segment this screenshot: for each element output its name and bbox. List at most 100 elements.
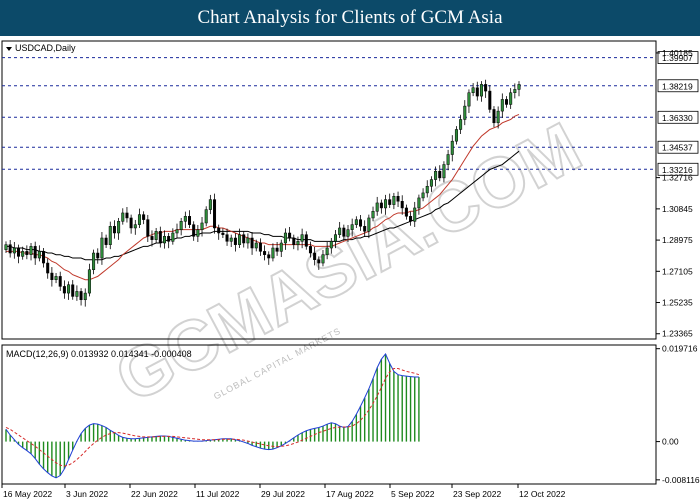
candle-body [325,247,329,255]
candle-body [421,192,425,199]
candle-body [104,237,108,245]
candle-body [454,129,458,142]
candle-body [92,252,96,270]
candle-body [125,212,129,219]
time-tick-label: 3 Jun 2022 [66,489,108,499]
candle-body [392,196,396,205]
candle-body [429,179,433,187]
macd-tick-label: -0.008116 [662,475,700,485]
candle-body [67,284,71,294]
candle-body [338,227,342,235]
candle-body [242,234,246,244]
candle-body [492,109,496,124]
candle-body [229,237,233,242]
candle-body [342,227,346,237]
time-tick-label: 5 Sep 2022 [391,489,435,499]
price-tick-label: 1.30845 [662,204,693,214]
candle-body [384,199,388,209]
candle-body [363,226,367,232]
candle-body [304,234,308,247]
level-label-box [657,110,699,124]
time-tick-label: 17 Aug 2022 [326,489,374,499]
candle-body [54,276,58,280]
candle-body [496,110,500,124]
candle-body [275,247,279,252]
candle-body [146,219,150,237]
candles [4,79,521,307]
price-tick-label: 1.27105 [662,266,693,276]
price-tick-label: 1.23365 [662,329,693,339]
candle-body [258,242,262,252]
candle-body [183,216,187,222]
candle-body [317,259,321,264]
candle-body [471,87,475,94]
candle-body [137,214,141,225]
candle-body [434,170,438,180]
candle-body [479,84,483,97]
candle-body [79,291,83,301]
macd-tick-label: 0.019716 [662,344,698,354]
candle-body [217,227,221,234]
candle-body [71,284,75,297]
candle-body [4,244,8,250]
candle-body [346,229,350,237]
candle-body [379,202,383,209]
price-tick-label: 1.40185 [662,48,693,58]
candle-body [504,99,508,105]
candle-body [37,251,41,259]
candle-body [154,231,158,240]
level-label: 1.38219 [662,81,693,91]
candle-body [188,216,192,225]
level-label: 1.36330 [662,113,693,123]
candle-body [87,269,91,294]
watermark-text: GCMASIA.COM [103,108,593,418]
moving-averages [6,113,520,281]
level-lines: 1.39907 1.38219 1.36330 1.34537 1.33216 [2,51,699,176]
candle-body [75,291,79,297]
macd-axis: 0.019716 0.00 -0.008116 [656,344,700,485]
candle-body [33,246,37,259]
candle-body [446,154,450,165]
candle-body [50,272,54,280]
candle-body [221,232,225,235]
level-label-box [657,79,699,93]
candle-body [517,84,521,90]
candle-body [413,207,417,222]
candle-body [500,99,504,112]
candle-body [296,241,300,245]
candle-body [112,226,116,234]
candle-body [129,217,133,229]
candle-body [279,242,283,252]
level-label: 1.34537 [662,143,693,153]
candle-body [29,246,33,255]
level-label-box [657,51,699,64]
candle-body [62,286,66,294]
time-tick-label: 23 Sep 2022 [453,489,501,499]
candle-body [350,224,354,230]
candle-body [267,254,271,259]
ma-black-line [6,150,520,261]
price-tick-label: 1.28975 [662,235,693,245]
candle-body [133,224,137,229]
candle-body [404,207,408,217]
candle-body [117,221,121,234]
candle-body [233,237,237,245]
candle-body [283,232,287,244]
ma-red-line [6,113,520,281]
candle-body [179,221,183,230]
candle-body [225,234,229,242]
banner-title: Chart Analysis for Clients of GCM Asia [0,0,700,36]
candle-body [167,236,171,242]
candle-body [254,242,258,249]
candle-body [96,252,100,259]
candle-body [292,237,296,245]
macd-tick-label: 0.00 [662,437,679,447]
candle-body [158,231,162,244]
candle-body [329,241,333,249]
candle-body [200,222,204,230]
candle-body [175,229,179,234]
candle-body [488,90,492,110]
price-tick-label: 1.25235 [662,298,693,308]
candle-body [213,199,217,229]
time-tick-label: 16 May 2022 [3,489,52,499]
